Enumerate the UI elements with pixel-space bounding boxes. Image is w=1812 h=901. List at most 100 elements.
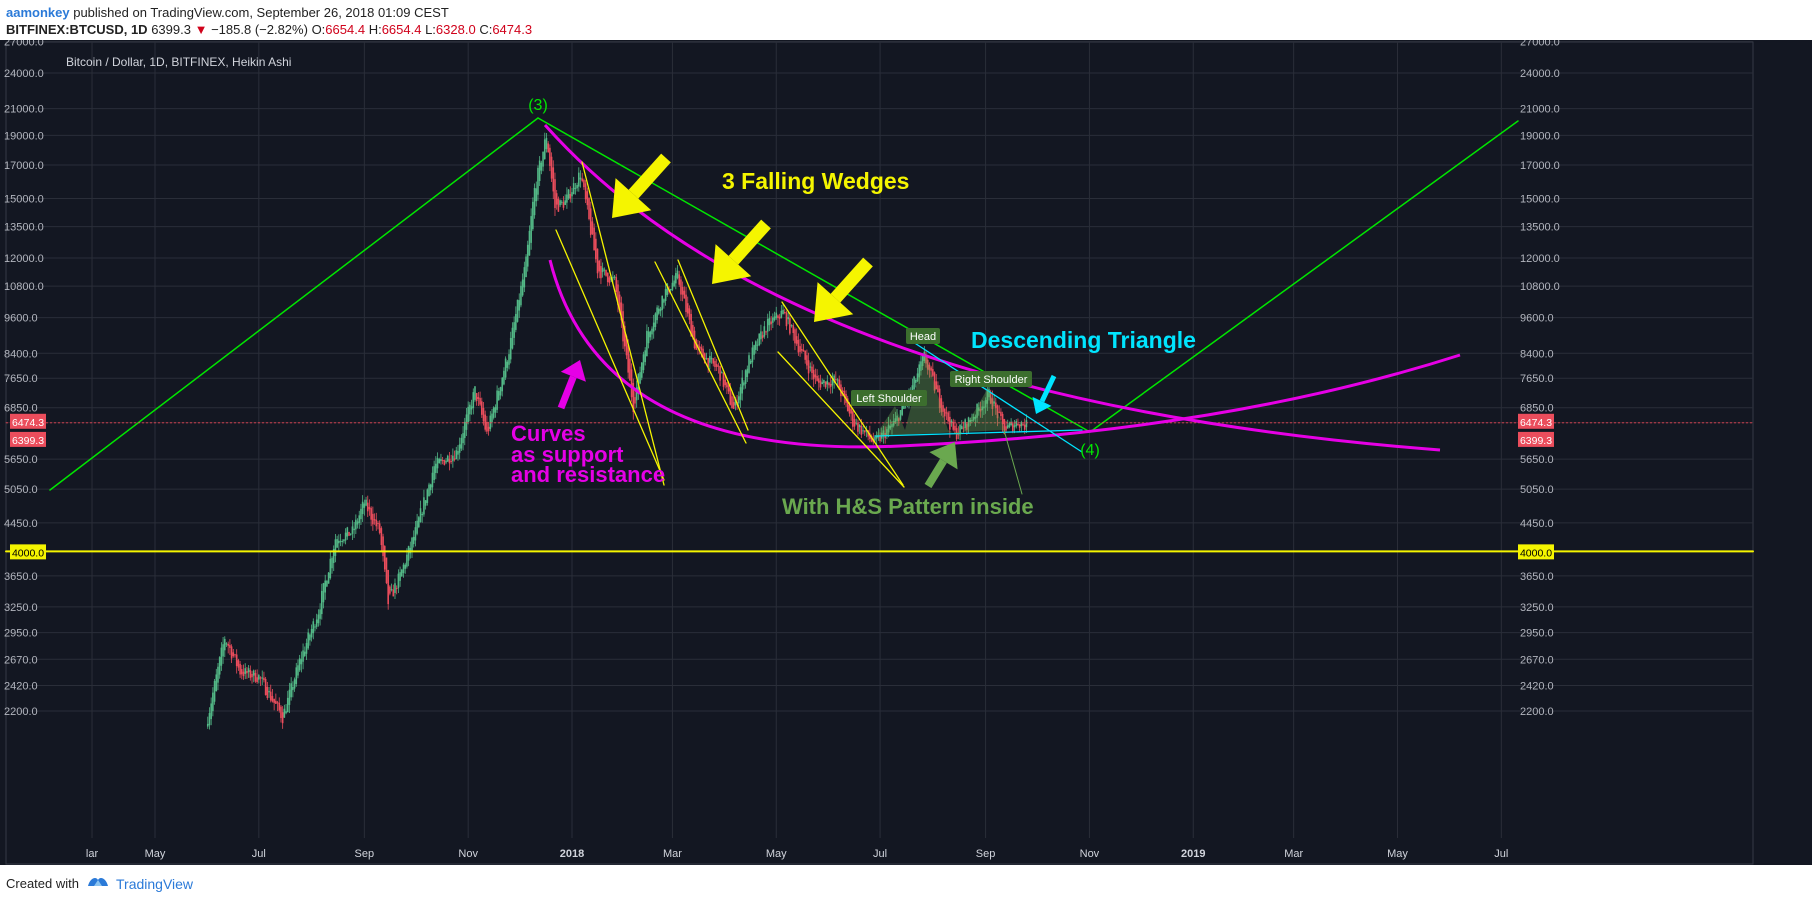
last-price-label-right: 6399.3 (1520, 435, 1552, 447)
y-tick-left: 6850.0 (4, 403, 38, 415)
candle-body (632, 382, 635, 413)
candle-body (949, 416, 951, 430)
close-label: C: (479, 22, 493, 37)
candle-body (698, 346, 701, 349)
candle-body (829, 383, 832, 387)
candle-body (710, 357, 713, 360)
left-shoulder-badge-bg (851, 390, 927, 406)
candle-body (644, 350, 646, 363)
descending-triangle-title: Descending Triangle (971, 327, 1196, 353)
time-axis: lar May Jul Sep Nov 2018 Mar May Jul Sep Nov 2019 Ma… (86, 848, 1508, 860)
chart-area[interactable]: (3) (4) 3 Falling Wedges Descending Triangl… (0, 37, 1812, 865)
tradingview-brand[interactable]: TradingView (116, 876, 194, 892)
candle-body (230, 646, 233, 659)
candle-body (390, 589, 393, 591)
candle-body (991, 398, 994, 409)
candle-body (702, 348, 704, 358)
last-close-label-right: 6474.3 (1520, 417, 1552, 429)
last-price-label-left-bg (10, 431, 46, 447)
arrow-shaft (1039, 374, 1057, 403)
candle-body (513, 322, 515, 338)
candle-body (986, 390, 989, 404)
candle-body (918, 364, 921, 378)
triangle-upper-line (909, 339, 1083, 453)
candle-body (462, 433, 464, 444)
candle-body (261, 677, 264, 679)
candle-body (1000, 411, 1002, 417)
candle-body (766, 318, 769, 332)
candle-body (974, 416, 977, 419)
y-tick-right: 13500.0 (1520, 222, 1560, 234)
publish-info: aamonkey published on TradingView.com, S… (6, 5, 449, 20)
candle-body (285, 711, 287, 714)
close-value: 6474.3 (492, 22, 533, 37)
candle-body (300, 659, 303, 665)
author-link[interactable]: aamonkey (6, 5, 70, 20)
hs-arrow (924, 442, 958, 489)
candle-body (782, 309, 784, 315)
last-price-label-right-bg (1518, 431, 1554, 447)
candle-body (552, 167, 555, 192)
candle-body (389, 586, 391, 594)
candle-body (348, 531, 350, 536)
candle-body (218, 657, 221, 675)
candle-body (605, 269, 607, 276)
candle-body (727, 384, 730, 392)
y-tick-left: 19000.0 (4, 130, 44, 142)
candle-body (920, 361, 922, 371)
candle-body (418, 517, 420, 528)
candle-body (533, 187, 536, 216)
change-text: −185.8 (−2.82%) (211, 22, 308, 37)
arrow-shaft (830, 257, 873, 303)
hs-pattern-fill (875, 352, 1005, 436)
candle-body (589, 208, 592, 236)
candle-body (836, 379, 839, 381)
candle-body (273, 698, 275, 703)
candle-body (363, 503, 366, 508)
candle-body (630, 369, 633, 398)
candle-body (651, 328, 653, 335)
candle-body (543, 139, 546, 160)
candle-body (915, 379, 917, 383)
candle-body (964, 419, 966, 429)
y-tick-left: 17000.0 (4, 160, 44, 172)
candle-body (557, 198, 560, 212)
candle-body (407, 546, 410, 561)
candle-body (940, 398, 943, 413)
candle-body (455, 450, 458, 460)
candle-body (482, 407, 485, 422)
pointer-line (1003, 429, 1023, 495)
curves-text: Curves (511, 421, 586, 446)
candle-body (303, 651, 306, 657)
candle-body (765, 331, 767, 333)
x-tick-label: May (1387, 848, 1408, 860)
candle-body (431, 472, 434, 488)
candle-body (220, 647, 223, 666)
candle-body (969, 420, 972, 423)
candle-body (926, 359, 929, 370)
arrow-shaft (924, 458, 947, 489)
candle-body (559, 200, 561, 206)
candle-body (826, 380, 829, 385)
y-tick-left: 2950.0 (4, 628, 38, 640)
candle-body (400, 569, 403, 577)
candle-body (421, 513, 424, 516)
candle-body (603, 269, 606, 271)
candle-body (344, 532, 347, 541)
candle-body (835, 379, 837, 381)
candle-body (326, 580, 328, 587)
candle-body (375, 519, 378, 527)
candle-body (516, 299, 519, 322)
candle-body (891, 424, 893, 428)
last-close-label-left-bg (10, 413, 46, 429)
candle-body (550, 156, 553, 179)
candle-body (732, 402, 735, 409)
price-chart[interactable]: (3) (4) 3 Falling Wedges Descending Triangl… (0, 37, 1812, 865)
candle-body (755, 341, 757, 350)
candle-body (749, 360, 752, 364)
candle-body (470, 406, 473, 410)
candle-body (251, 673, 253, 678)
candle-body (646, 330, 648, 357)
candle-body (448, 458, 451, 464)
chart-title: Bitcoin / Dollar, 1D, BITFINEX, Heikin A… (66, 55, 291, 69)
